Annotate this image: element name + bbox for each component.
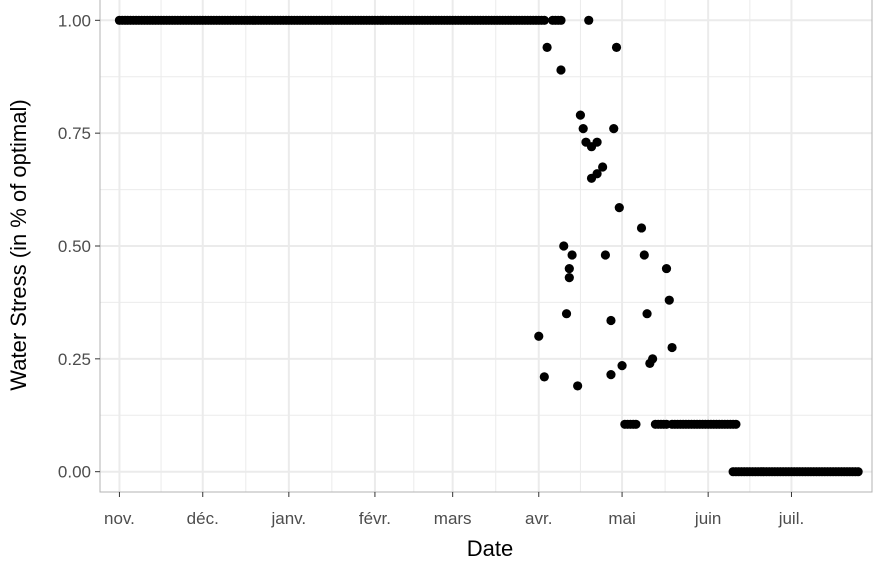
y-axis-ticks: 0.00 0.25 0.50 0.75 1.00 <box>58 11 100 482</box>
data-point <box>598 162 608 172</box>
data-point <box>556 15 566 25</box>
x-tick-label: juin <box>694 509 721 528</box>
data-point <box>606 370 616 380</box>
data-point <box>606 315 616 326</box>
data-point <box>609 124 619 134</box>
data-point <box>642 309 652 319</box>
data-point <box>611 42 622 52</box>
data-point <box>573 381 583 391</box>
data-point <box>564 272 574 283</box>
x-axis-ticks: nov. déc. janv. févr. mars avr. mai juin juil. <box>104 492 804 528</box>
data-point <box>648 354 658 364</box>
data-point <box>578 124 588 134</box>
data-point <box>542 42 552 52</box>
data-point <box>539 372 549 382</box>
x-tick-label: juil. <box>778 509 805 528</box>
data-point <box>584 15 594 25</box>
data-point <box>592 169 602 179</box>
data-point <box>559 241 569 251</box>
y-tick-label: 1.00 <box>58 11 91 30</box>
y-tick-label: 0.50 <box>58 237 91 256</box>
y-tick-label: 0.00 <box>58 463 91 482</box>
data-point <box>592 137 602 147</box>
data-point <box>564 263 574 274</box>
data-point <box>661 263 672 274</box>
x-tick-label: nov. <box>104 509 135 528</box>
data-point <box>614 203 624 213</box>
y-axis-title: Water Stress (in % of optimal) <box>6 99 31 390</box>
data-point <box>636 223 647 233</box>
data-point <box>664 295 674 305</box>
x-tick-label: févr. <box>359 509 391 528</box>
x-axis-title: Date <box>467 536 513 561</box>
x-tick-label: mars <box>434 509 472 528</box>
data-point <box>667 342 677 353</box>
data-point <box>534 331 544 341</box>
panel-border <box>99 0 873 493</box>
data-point <box>853 467 863 477</box>
x-tick-label: janv. <box>271 509 307 528</box>
x-tick-label: avr. <box>525 509 552 528</box>
data-point <box>639 250 649 260</box>
data-points <box>114 15 863 477</box>
data-point <box>600 250 611 260</box>
x-tick-label: mai <box>608 509 635 528</box>
data-point <box>575 110 586 120</box>
data-point <box>617 361 627 371</box>
data-point <box>561 309 572 319</box>
data-point <box>631 419 641 429</box>
data-point <box>731 419 741 429</box>
y-tick-label: 0.25 <box>58 350 91 369</box>
x-tick-label: déc. <box>187 509 219 528</box>
data-point <box>539 15 549 25</box>
data-point <box>567 250 577 260</box>
data-point <box>556 65 566 75</box>
y-tick-label: 0.75 <box>58 124 91 143</box>
